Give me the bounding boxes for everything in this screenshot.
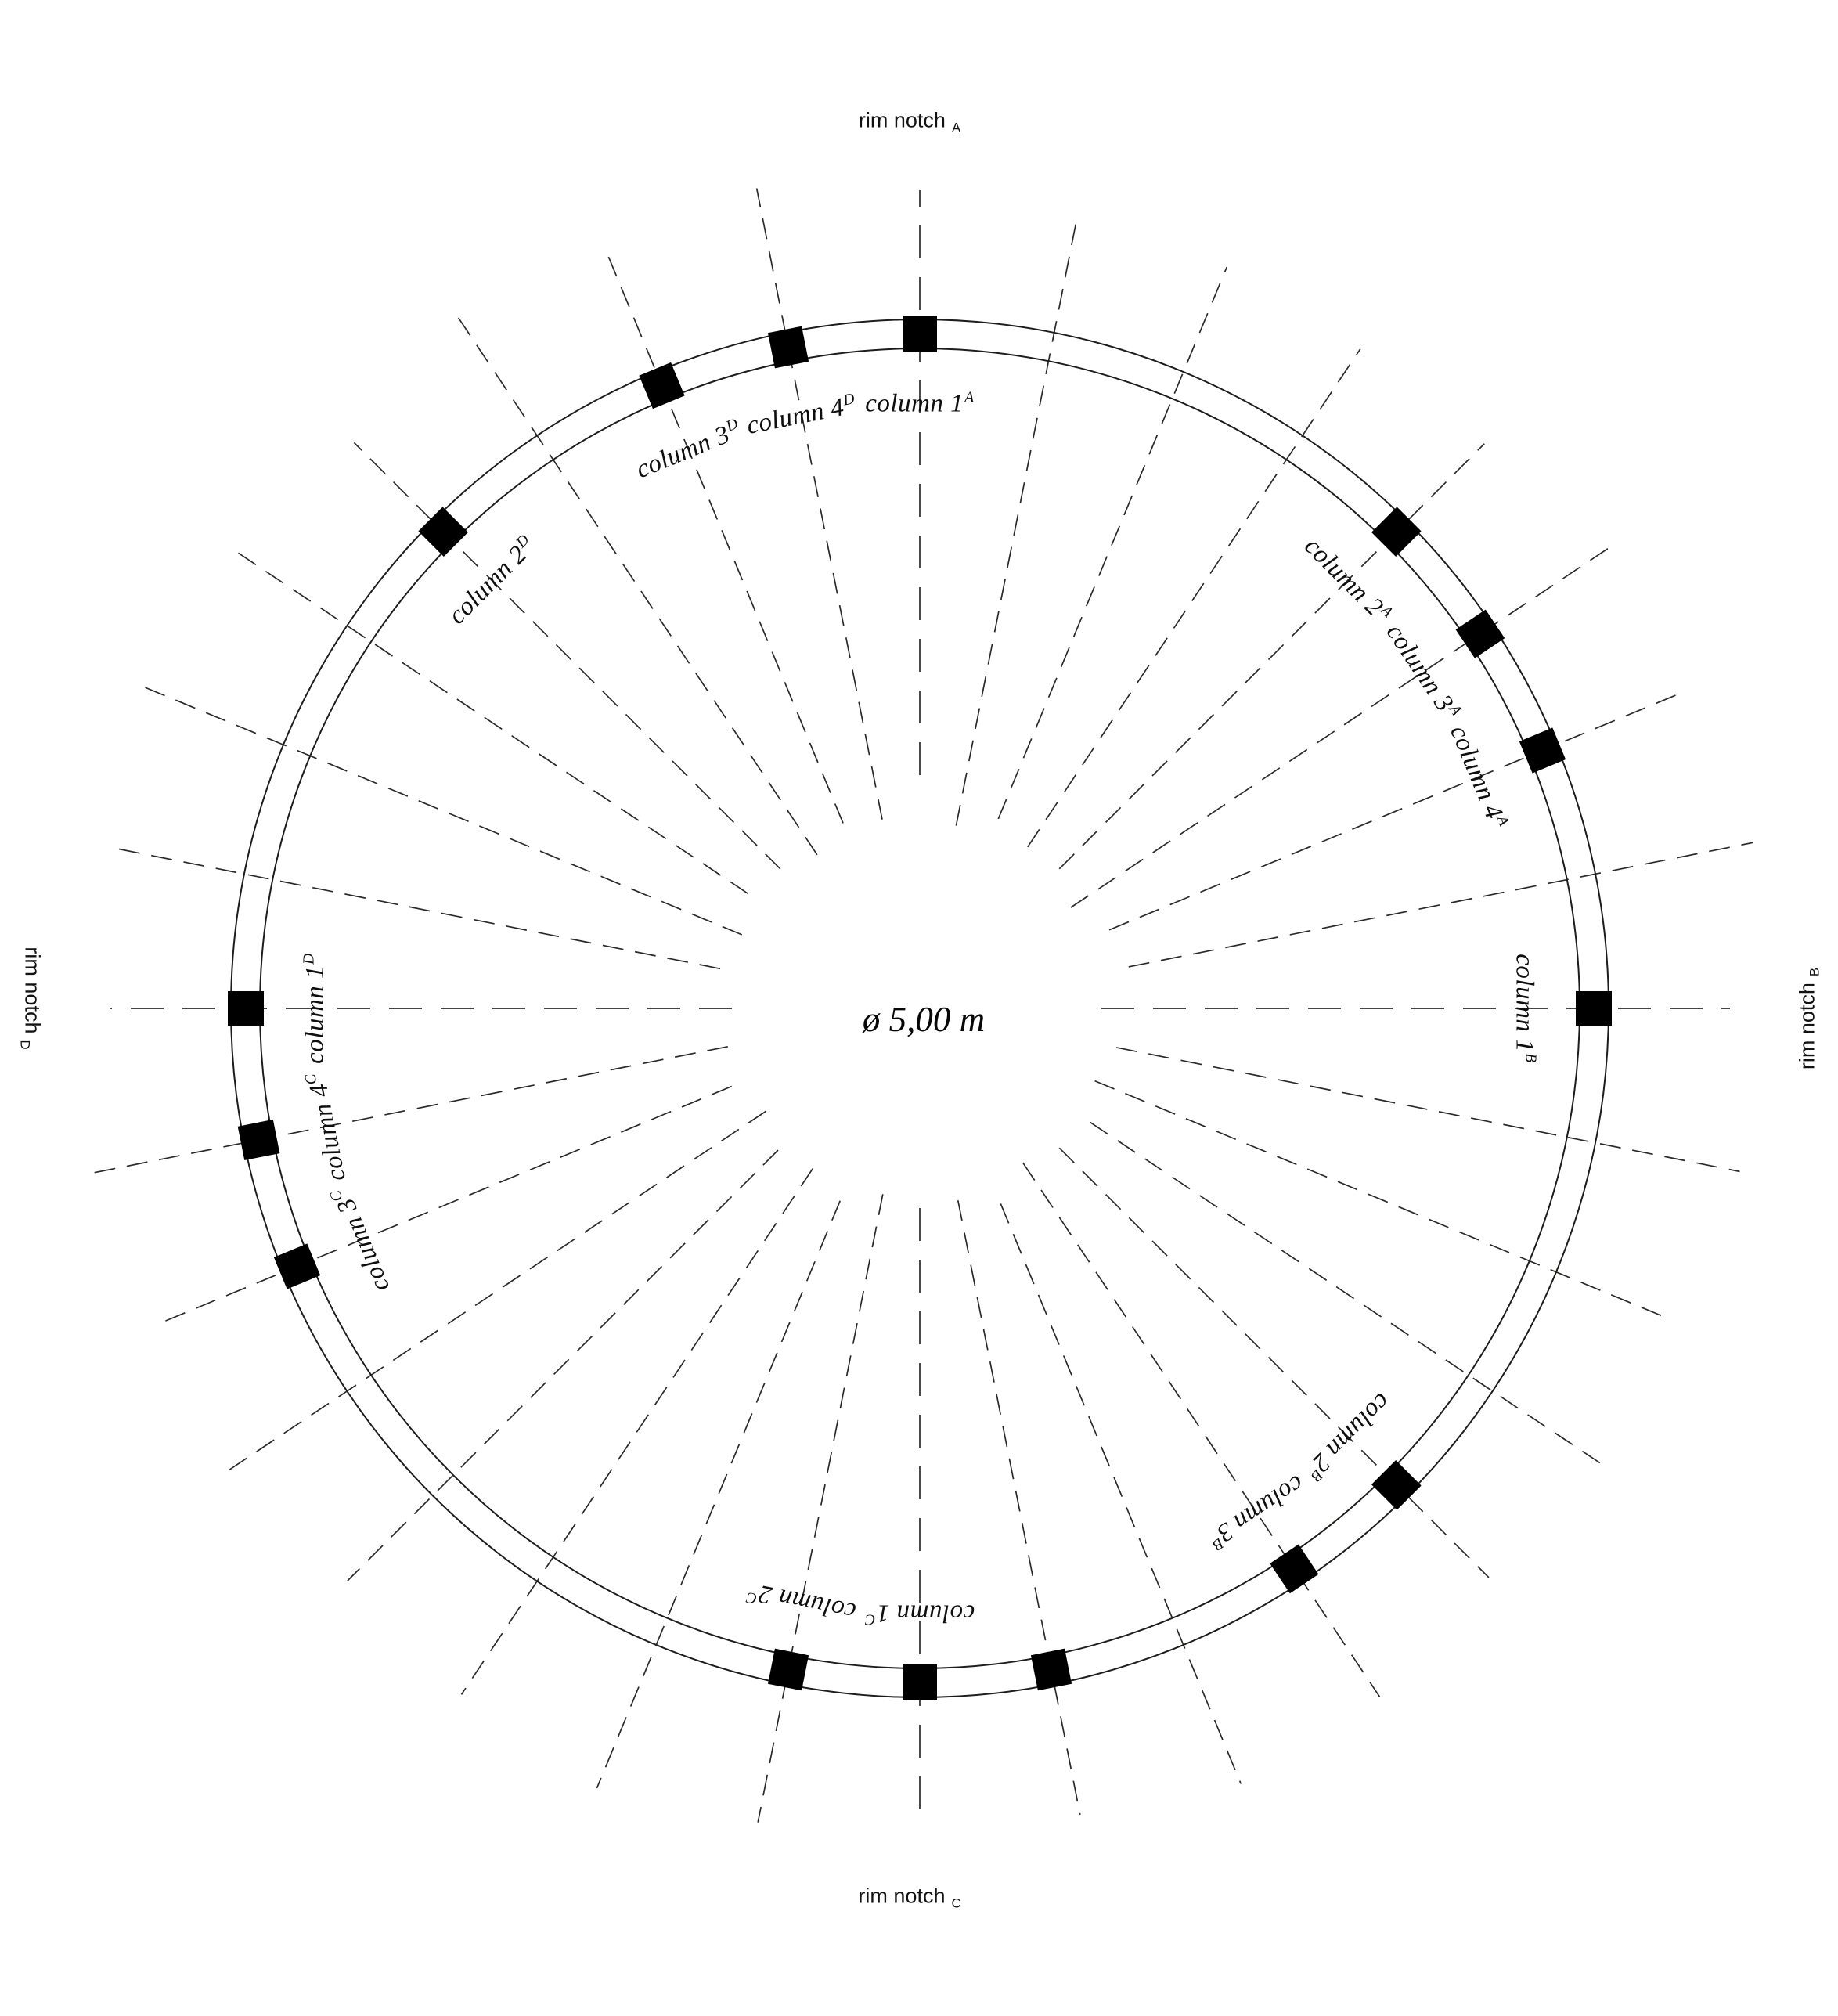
radial-axis-348.75 [755, 188, 883, 820]
radial-axis-168.75 [957, 1200, 1081, 1815]
column-mark-unlabeled [1030, 1648, 1072, 1691]
radial-axis-315 [353, 442, 781, 870]
radial-axis-247.5 [160, 1085, 733, 1324]
radial-axis-78.75 [1128, 842, 1753, 968]
column-mark-3A [1455, 609, 1505, 658]
radial-axis-303.75 [233, 549, 748, 895]
column-mark-4C [237, 1119, 280, 1161]
radial-axis-56.25 [1070, 546, 1610, 908]
column-mark-3C [273, 1243, 321, 1289]
radial-axis-281.25 [107, 846, 721, 970]
radial-axis-258.75 [92, 1045, 728, 1174]
radial-axis-101.25 [1115, 1047, 1740, 1173]
column-mark-4A [1519, 727, 1566, 774]
column-mark-1D [228, 991, 264, 1026]
radial-axis-292.5 [137, 683, 743, 936]
radial-axis-326.25 [457, 316, 818, 856]
radial-axis-33.75 [1027, 348, 1361, 848]
radial-axis-213.75 [460, 1168, 814, 1695]
diameter-label: ø 5,00 m [862, 1000, 986, 1039]
column-mark-3D [639, 362, 685, 409]
radial-axis-146.25 [1022, 1162, 1381, 1698]
column-mark-4D [767, 326, 809, 369]
column-mark-3B [1270, 1544, 1319, 1594]
column-mark-2B [1371, 1459, 1422, 1510]
column-mark-2D [418, 507, 469, 557]
radial-axis-135 [1058, 1147, 1490, 1578]
radial-axis-11.25 [955, 212, 1079, 826]
radial-axis-191.25 [757, 1194, 884, 1823]
column-mark-2A [1371, 507, 1422, 557]
column-mark-1C [903, 1664, 937, 1700]
radial-axis-123.75 [1090, 1121, 1602, 1465]
radial-axis-337.5 [605, 250, 844, 824]
radial-axis-225 [347, 1149, 779, 1581]
column-mark-1A [903, 316, 937, 352]
column-mark-1B [1576, 991, 1612, 1026]
radial-axis-22.5 [997, 266, 1228, 820]
radial-axis-157.5 [1000, 1203, 1242, 1784]
radial-axis-202.5 [596, 1200, 841, 1789]
column-mark-2C [767, 1648, 809, 1691]
radial-axis-67.5 [1108, 692, 1681, 931]
radial-axis-45 [1058, 443, 1485, 870]
radial-axis-236.25 [224, 1110, 767, 1474]
radial-axis-112.5 [1094, 1080, 1670, 1320]
